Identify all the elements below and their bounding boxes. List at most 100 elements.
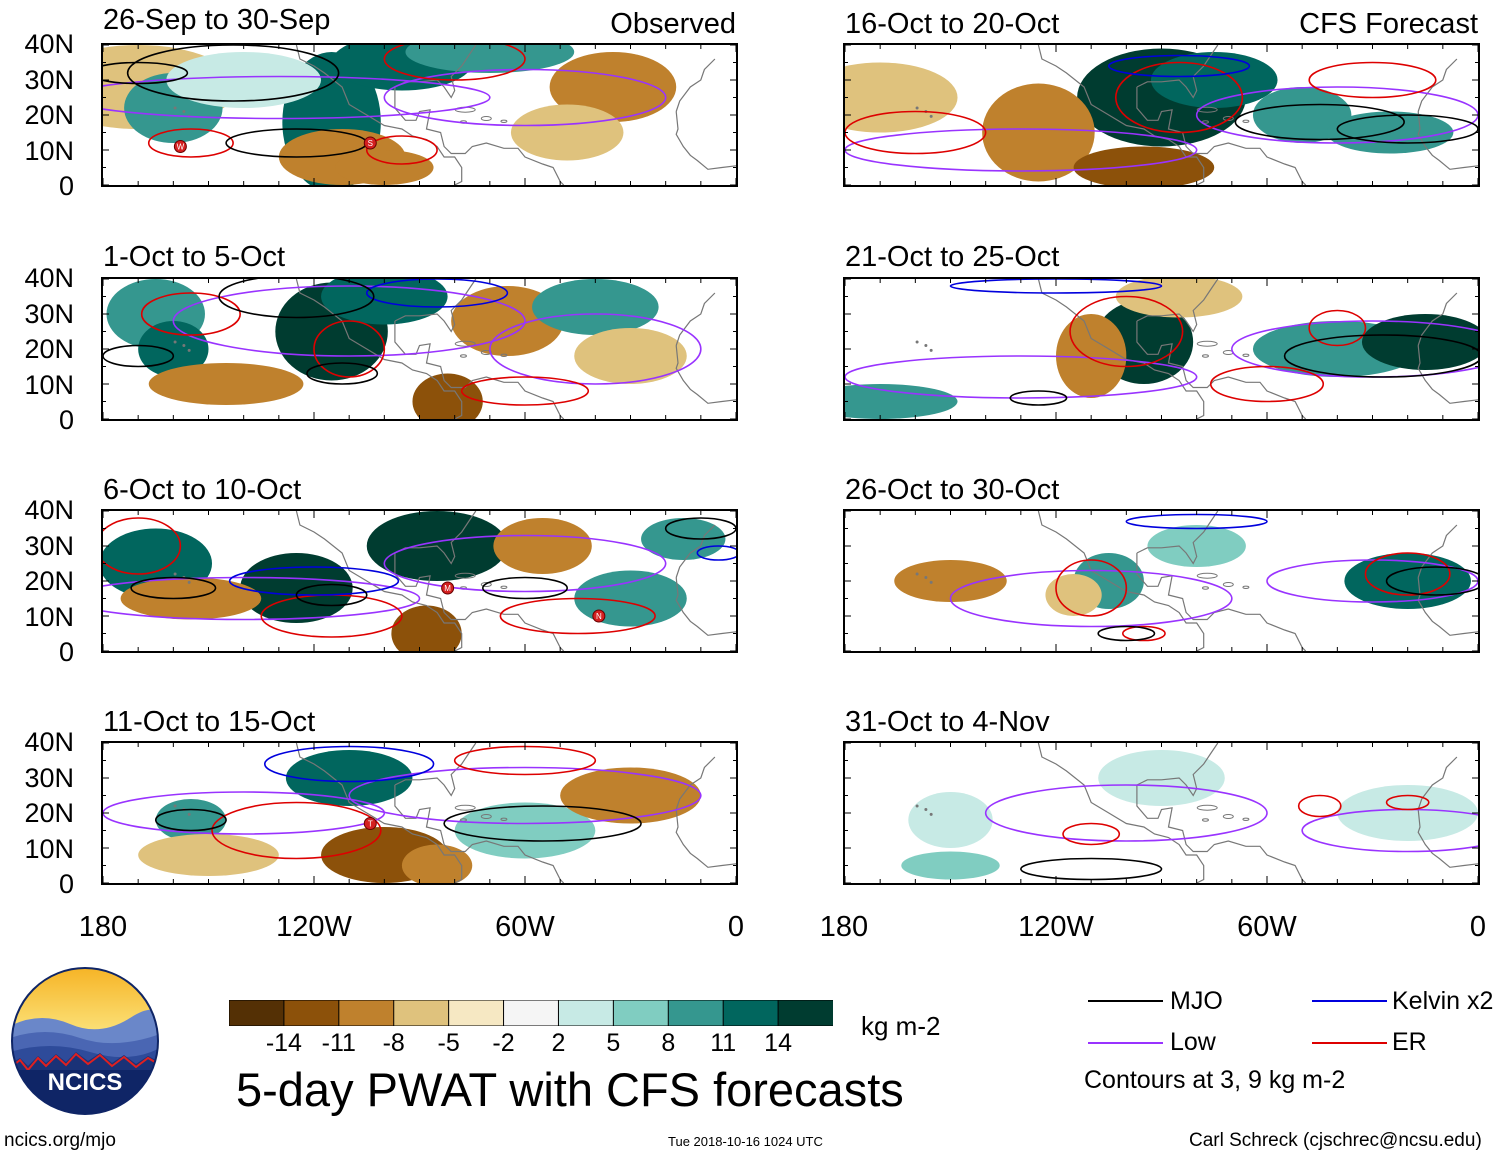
island-outline xyxy=(1242,353,1250,358)
y-tick-label: 40N xyxy=(24,495,74,525)
pwat-anomaly-area xyxy=(138,834,279,876)
coastline xyxy=(1417,809,1478,868)
coastline xyxy=(1136,45,1219,99)
mjo-contour xyxy=(481,576,568,600)
pwat-anomaly-area xyxy=(240,553,353,623)
coastline xyxy=(675,292,716,346)
colorbar-label: -5 xyxy=(437,1029,460,1057)
y-tick-label: 20N xyxy=(24,798,74,828)
pwat-anomaly-area xyxy=(166,52,322,108)
colorbar-label: -2 xyxy=(492,1029,515,1057)
mjo-contour xyxy=(1234,103,1405,141)
pwat-anomaly-area xyxy=(335,150,434,185)
colorbar-swatch xyxy=(667,999,725,1027)
source-url[interactable]: ncics.org/mjo xyxy=(4,1130,116,1151)
er-contour xyxy=(1209,365,1325,403)
mjo-contour xyxy=(1097,625,1156,642)
kelvin-contour xyxy=(365,279,509,308)
y-tick-label: 0 xyxy=(58,405,74,435)
low-contour xyxy=(103,791,386,835)
kelvin-contour xyxy=(1107,54,1251,78)
mjo-contour xyxy=(130,576,217,600)
low-contour xyxy=(172,285,526,357)
island-outline xyxy=(915,804,919,808)
pwat-anomaly-area xyxy=(1150,52,1278,108)
er-contour xyxy=(1297,794,1342,818)
island-outline xyxy=(173,106,177,110)
colorbar-label: 11 xyxy=(710,1029,737,1057)
colorbar-swatch xyxy=(503,999,560,1027)
kelvin-contour xyxy=(228,566,400,596)
mjo-contour xyxy=(1009,390,1068,406)
coastline xyxy=(295,279,463,419)
mjo-contour xyxy=(295,583,368,607)
forecast-tag: CFS Forecast xyxy=(1299,8,1478,40)
island-outline xyxy=(480,116,492,121)
colorbar-label: 8 xyxy=(661,1029,676,1057)
pwat-anomaly-area xyxy=(148,363,304,405)
mjo-contour xyxy=(306,362,379,385)
pwat-anomaly-area xyxy=(560,767,701,824)
island-outline xyxy=(929,114,933,118)
pwat-anomaly-area xyxy=(285,750,413,806)
legend-line-er xyxy=(1312,1042,1387,1044)
colorbar-swatch xyxy=(777,999,835,1027)
figure-title: 5-day PWAT with CFS forecasts xyxy=(236,1063,904,1116)
island-outline xyxy=(500,817,508,822)
coastline xyxy=(1417,58,1458,112)
island-outline xyxy=(500,353,508,358)
y-tick-label: 40N xyxy=(24,29,74,59)
er-contour xyxy=(453,745,597,776)
coastline xyxy=(1417,345,1478,404)
panel-title-obs-3: 6-Oct to 10-Oct xyxy=(103,474,302,506)
island-outline xyxy=(929,812,933,816)
colorbar-swatch xyxy=(448,999,505,1027)
mjo-contour xyxy=(103,61,189,85)
coastline xyxy=(675,111,736,170)
pwat-anomaly-area xyxy=(401,844,473,883)
coastline xyxy=(1417,111,1478,170)
map-panel-fcst-4 xyxy=(843,741,1480,885)
panel-title-fcst-1: 16-Oct to 20-Oct xyxy=(845,8,1060,40)
pwat-anomaly-area xyxy=(1098,750,1225,806)
coastline xyxy=(295,45,463,185)
colorbar-unit: kg m-2 xyxy=(861,1011,941,1041)
coastline xyxy=(1136,743,1219,797)
island-outline xyxy=(480,582,492,587)
island-outline xyxy=(459,354,467,358)
mjo-contour xyxy=(1385,566,1478,596)
island-outline xyxy=(915,572,919,576)
coastline xyxy=(675,58,716,112)
pwat-anomaly-area xyxy=(901,851,1000,880)
kelvin-contour xyxy=(696,545,736,561)
credit: Carl Schreck (cjschrec@ncsu.edu) xyxy=(1189,1130,1482,1151)
colorbar-swatch xyxy=(338,999,395,1027)
svg-text:T: T xyxy=(368,820,373,829)
island-outline xyxy=(454,340,476,347)
storm-marker: M xyxy=(441,581,455,595)
y-tick-label: 20N xyxy=(24,100,74,130)
island-outline xyxy=(182,344,186,347)
coastline xyxy=(1136,87,1307,185)
island-outline xyxy=(1222,582,1234,587)
panel-title-obs-4: 11-Oct to 15-Oct xyxy=(103,706,316,738)
island-outline xyxy=(182,110,186,113)
observed-tag: Observed xyxy=(610,8,736,40)
er-contour xyxy=(1385,794,1430,811)
low-contour xyxy=(383,68,667,127)
pwat-anomaly-area xyxy=(1056,314,1127,398)
mjo-contour xyxy=(218,279,375,319)
panel-title-obs-1: 26-Sep to 30-Sep xyxy=(103,4,331,36)
legend-line-mjo xyxy=(1088,1000,1163,1002)
coastline xyxy=(1417,524,1458,578)
y-tick-label: 10N xyxy=(24,135,74,166)
er-contour xyxy=(147,128,234,158)
pwat-anomaly-area xyxy=(1252,87,1352,143)
pwat-anomaly-area xyxy=(549,52,677,122)
pwat-anomaly-area xyxy=(982,83,1095,182)
coastline xyxy=(1136,785,1307,883)
er-contour xyxy=(140,292,241,336)
er-contour xyxy=(1055,559,1128,617)
legend-label-er: ER xyxy=(1392,1028,1427,1056)
